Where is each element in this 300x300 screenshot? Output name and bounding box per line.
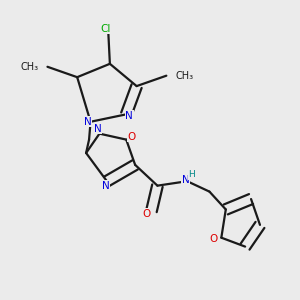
Text: O: O [128, 132, 136, 142]
Text: N: N [84, 117, 92, 127]
Text: N: N [101, 181, 109, 191]
Text: Cl: Cl [100, 24, 111, 34]
Text: N: N [125, 111, 133, 121]
Text: O: O [142, 209, 150, 219]
Text: N: N [94, 124, 102, 134]
Text: N: N [182, 175, 190, 185]
Text: O: O [210, 234, 218, 244]
Text: H: H [188, 170, 195, 179]
Text: CH₃: CH₃ [20, 62, 38, 72]
Text: CH₃: CH₃ [175, 71, 194, 81]
